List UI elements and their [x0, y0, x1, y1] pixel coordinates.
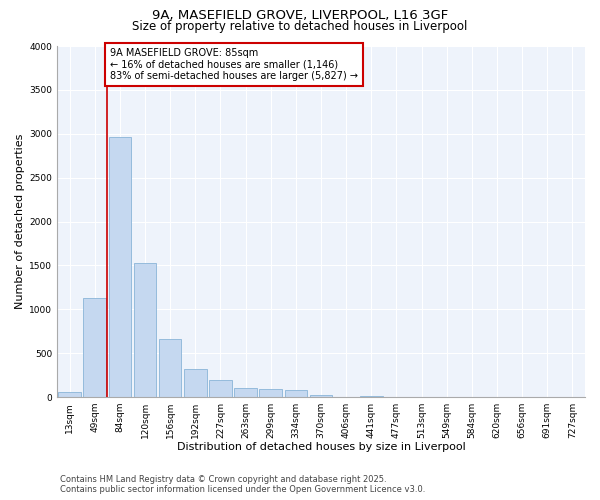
Text: Contains HM Land Registry data © Crown copyright and database right 2025.
Contai: Contains HM Land Registry data © Crown c…	[60, 474, 425, 494]
Bar	[159, 339, 181, 397]
Bar	[58, 392, 81, 397]
Text: 9A, MASEFIELD GROVE, LIVERPOOL, L16 3GF: 9A, MASEFIELD GROVE, LIVERPOOL, L16 3GF	[152, 9, 448, 22]
Bar	[259, 389, 282, 397]
Bar	[184, 368, 206, 397]
Bar	[310, 395, 332, 397]
Bar	[284, 390, 307, 397]
Bar	[109, 138, 131, 397]
Bar	[209, 380, 232, 397]
Bar	[234, 388, 257, 397]
Text: Size of property relative to detached houses in Liverpool: Size of property relative to detached ho…	[133, 20, 467, 33]
Text: 9A MASEFIELD GROVE: 85sqm
← 16% of detached houses are smaller (1,146)
83% of se: 9A MASEFIELD GROVE: 85sqm ← 16% of detac…	[110, 48, 358, 81]
Bar	[83, 298, 106, 397]
X-axis label: Distribution of detached houses by size in Liverpool: Distribution of detached houses by size …	[176, 442, 466, 452]
Bar	[134, 263, 157, 397]
Bar	[360, 396, 383, 397]
Y-axis label: Number of detached properties: Number of detached properties	[15, 134, 25, 309]
